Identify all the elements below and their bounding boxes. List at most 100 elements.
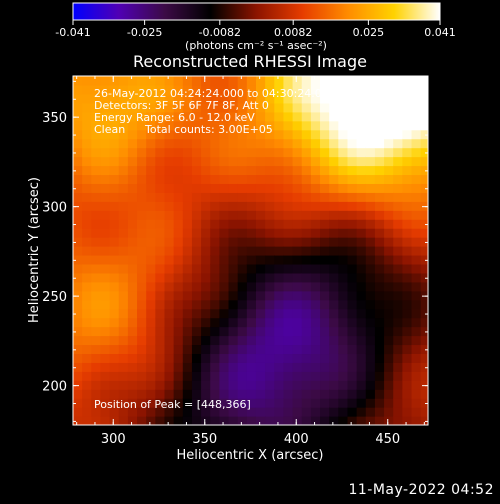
image-pixel xyxy=(274,317,285,328)
image-pixel xyxy=(228,219,239,229)
image-pixel xyxy=(219,76,230,86)
image-pixel xyxy=(109,389,120,399)
image-pixel xyxy=(384,111,394,122)
image-pixel xyxy=(301,398,312,408)
image-pixel xyxy=(374,156,385,167)
image-pixel xyxy=(393,371,403,381)
image-pixel xyxy=(173,174,184,184)
image-pixel xyxy=(292,317,303,328)
image-pixel xyxy=(246,138,257,149)
image-pixel xyxy=(255,299,266,310)
image-pixel xyxy=(219,389,230,399)
image-pixel xyxy=(265,380,275,390)
image-pixel xyxy=(393,246,403,256)
image-pixel xyxy=(365,174,376,184)
image-pixel xyxy=(173,308,184,319)
image-pixel xyxy=(320,183,330,193)
image-pixel xyxy=(338,156,349,167)
image-pixel xyxy=(246,281,257,292)
image-pixel xyxy=(411,183,422,193)
image-pixel xyxy=(100,237,111,247)
image-pixel xyxy=(182,398,193,408)
image-pixel xyxy=(393,165,403,176)
image-pixel xyxy=(274,147,285,158)
image-pixel xyxy=(100,93,111,104)
image-pixel xyxy=(329,353,339,363)
image-pixel xyxy=(91,362,102,372)
image-pixel xyxy=(219,111,230,122)
image-pixel xyxy=(109,76,120,86)
image-pixel xyxy=(73,326,83,337)
image-pixel xyxy=(283,156,294,167)
image-pixel xyxy=(338,84,349,95)
image-pixel xyxy=(310,76,321,86)
colorbar-tick-label: 0.041 xyxy=(424,26,456,39)
image-pixel xyxy=(91,389,102,399)
image-pixel xyxy=(155,129,166,140)
image-pixel xyxy=(347,263,358,274)
image-pixel xyxy=(320,308,330,319)
image-pixel xyxy=(274,102,285,113)
image-pixel xyxy=(118,192,129,202)
image-pixel xyxy=(255,254,266,265)
image-pixel xyxy=(118,156,129,167)
image-pixel xyxy=(210,174,220,184)
image-pixel xyxy=(164,120,175,131)
image-pixel xyxy=(274,308,285,319)
image-pixel xyxy=(164,237,175,247)
image-pixel xyxy=(201,407,211,417)
image-pixel xyxy=(182,281,193,292)
image-pixel xyxy=(201,299,211,310)
image-pixel xyxy=(191,308,202,319)
image-pixel xyxy=(292,183,303,193)
image-pixel xyxy=(228,398,239,408)
image-pixel xyxy=(82,246,92,256)
image-pixel xyxy=(228,362,239,372)
image-pixel xyxy=(191,281,202,292)
image-pixel xyxy=(82,111,92,122)
image-pixel xyxy=(146,138,156,149)
image-pixel xyxy=(283,281,294,292)
image-pixel xyxy=(91,344,102,355)
image-pixel xyxy=(374,344,385,355)
image-pixel xyxy=(237,102,248,113)
image-pixel xyxy=(127,138,138,149)
image-pixel xyxy=(265,183,275,193)
heatmap-image xyxy=(73,76,428,425)
image-pixel xyxy=(127,228,138,238)
image-pixel xyxy=(329,111,339,122)
image-pixel xyxy=(164,398,175,408)
image-pixel xyxy=(393,147,403,158)
image-pixel xyxy=(265,138,275,149)
image-pixel xyxy=(402,93,413,104)
image-pixel xyxy=(393,111,403,122)
image-pixel xyxy=(82,102,92,113)
image-pixel xyxy=(109,353,120,363)
image-pixel xyxy=(91,353,102,363)
image-pixel xyxy=(201,272,211,283)
image-pixel xyxy=(283,129,294,140)
image-pixel xyxy=(191,156,202,167)
image-pixel xyxy=(210,326,220,337)
image-pixel xyxy=(219,371,230,381)
image-pixel xyxy=(82,416,92,425)
image-pixel xyxy=(182,290,193,301)
image-pixel xyxy=(246,389,257,399)
image-pixel xyxy=(265,210,275,220)
image-pixel xyxy=(320,326,330,337)
image-pixel xyxy=(274,362,285,372)
image-pixel xyxy=(191,219,202,229)
image-pixel xyxy=(402,237,413,247)
image-pixel xyxy=(191,210,202,220)
image-pixel xyxy=(73,371,83,381)
image-pixel xyxy=(246,272,257,283)
image-pixel xyxy=(320,335,330,346)
image-pixel xyxy=(219,147,230,158)
image-pixel xyxy=(237,281,248,292)
image-pixel xyxy=(356,120,367,131)
image-pixel xyxy=(155,228,166,238)
image-pixel xyxy=(173,138,184,149)
image-pixel xyxy=(109,263,120,274)
image-pixel xyxy=(393,228,403,238)
image-pixel xyxy=(246,147,257,158)
